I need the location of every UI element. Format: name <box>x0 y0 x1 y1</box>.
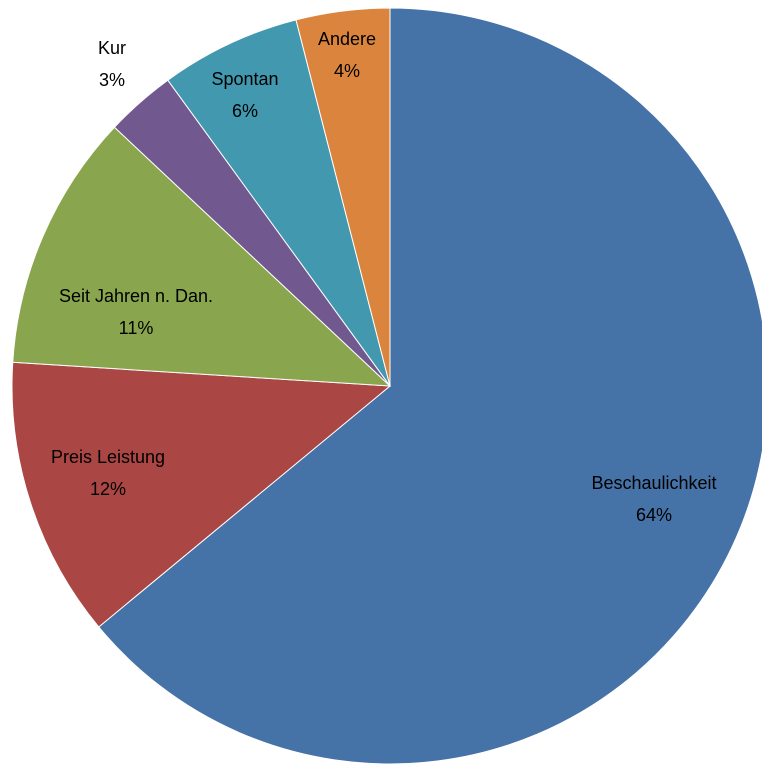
pie-slice-preis-leistung <box>11 361 392 628</box>
pie-label-preis-leistung: Preis Leistung 12% <box>51 447 165 499</box>
slice-percent-label: 6% <box>232 101 258 121</box>
slice-category-label: Beschaulichkeit <box>591 473 716 493</box>
slice-percent-label: 11% <box>119 318 154 338</box>
slice-category-label: Kur <box>98 38 126 58</box>
pie-labels: Beschaulichkeit 64% Preis Leistung 12% Seit … <box>51 29 717 525</box>
pie-slice-beschaulichkeit <box>98 7 762 764</box>
pie-slice-seit-jahren-n-dan <box>12 126 392 387</box>
slice-category-label: Andere <box>318 29 376 49</box>
pie-label-beschaulichkeit: Beschaulichkeit 64% <box>591 473 716 525</box>
pie-slice-andere <box>295 7 391 387</box>
slice-category-label: Seit Jahren n. Dan. <box>59 286 213 306</box>
pie-slice-spontan <box>167 19 391 387</box>
slice-percent-label: 3% <box>99 70 125 90</box>
slice-category-label: Preis Leistung <box>51 447 165 467</box>
pie-label-kur: Kur 3% <box>98 38 126 90</box>
pie-label-seit-jahren-n-dan: Seit Jahren n. Dan. 11% <box>59 286 213 338</box>
pie-label-andere: Andere 4% <box>318 29 376 81</box>
pie-label-spontan: Spontan 6% <box>211 69 278 121</box>
slice-percent-label: 4% <box>334 61 360 81</box>
slice-percent-label: 64% <box>636 505 672 525</box>
slice-percent-label: 12% <box>90 479 126 499</box>
slice-category-label: Spontan <box>211 69 278 89</box>
pie-slices <box>11 7 762 764</box>
